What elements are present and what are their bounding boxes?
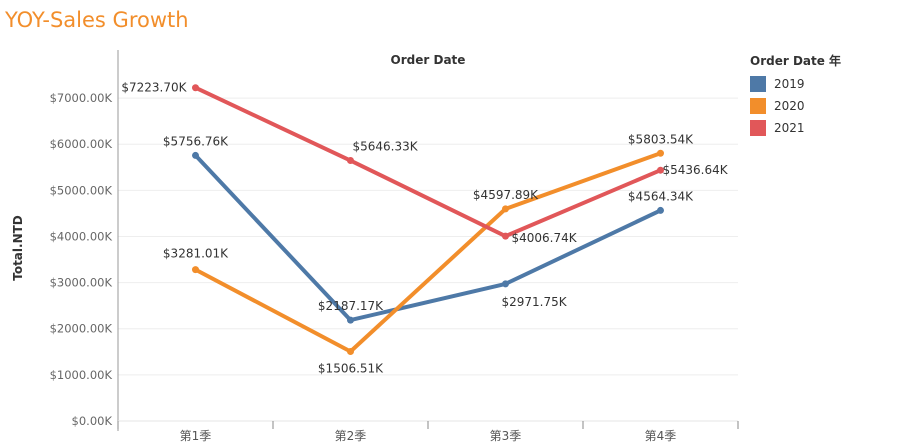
series-line-2019 <box>193 153 663 323</box>
y-tick-label: $1000.00K <box>50 368 113 382</box>
data-label-2019: $4564.34K <box>628 189 694 203</box>
data-label-2021: $7223.70K <box>121 81 187 95</box>
legend-swatch-2019 <box>750 76 766 92</box>
data-label-2020: $4597.89K <box>473 188 539 202</box>
x-tick-label: 第4季 <box>645 429 677 443</box>
x-tick-label: 第3季 <box>490 429 522 443</box>
y-tick-label: $7000.00K <box>50 91 113 105</box>
data-point-2021 <box>502 232 509 240</box>
data-point-2019 <box>657 206 664 214</box>
data-point-2019 <box>502 280 509 288</box>
data-point-2020 <box>192 266 199 274</box>
data-label-2021: $4006.74K <box>512 231 578 245</box>
legend-label-2020: 2020 <box>774 99 805 113</box>
data-label-2021: $5436.64K <box>663 163 729 177</box>
legend-item-2021[interactable]: 2021 <box>750 117 841 139</box>
y-tick-label: $3000.00K <box>50 276 113 290</box>
data-label-2021: $5646.33K <box>353 140 419 154</box>
legend-label-2019: 2019 <box>774 77 805 91</box>
y-tick-label: $4000.00K <box>50 229 113 243</box>
legend: Order Date 年 2019 2020 2021 <box>750 52 841 139</box>
y-tick-label: $2000.00K <box>50 322 113 336</box>
legend-label-2021: 2021 <box>774 121 805 135</box>
y-tick-label: $6000.00K <box>50 137 113 151</box>
data-point-2020 <box>502 205 509 213</box>
y-tick-label: $5000.00K <box>50 183 113 197</box>
data-point-2019 <box>192 151 199 159</box>
data-label-2020: $5803.54K <box>628 132 694 146</box>
y-axis-title: Total.NTD <box>11 215 25 281</box>
data-point-2021 <box>192 84 199 92</box>
data-point-2020 <box>657 149 664 157</box>
legend-swatch-2021 <box>750 120 766 136</box>
y-tick-label: $0.00K <box>72 414 113 428</box>
data-point-2021 <box>657 166 664 174</box>
x-axis-title: Order Date <box>391 53 466 67</box>
series-line-2021 <box>193 85 663 239</box>
legend-item-2019[interactable]: 2019 <box>750 73 841 95</box>
legend-item-2020[interactable]: 2020 <box>750 95 841 117</box>
data-point-2020 <box>347 347 354 355</box>
legend-title: Order Date 年 <box>750 54 842 68</box>
x-tick-label: 第1季 <box>180 429 212 443</box>
legend-swatch-2020 <box>750 98 766 114</box>
data-label-2019: $5756.76K <box>163 134 229 148</box>
data-label-2020: $3281.01K <box>163 247 229 261</box>
series-line-2020 <box>193 151 663 354</box>
data-point-2019 <box>347 316 354 324</box>
data-point-2021 <box>347 157 354 165</box>
data-label-2019: $2971.75K <box>502 295 568 309</box>
data-label-2020: $1506.51K <box>318 361 384 375</box>
x-tick-label: 第2季 <box>335 429 367 443</box>
chart-title: YOY-Sales Growth <box>5 8 189 32</box>
data-label-2019: $2187.17K <box>318 299 384 313</box>
